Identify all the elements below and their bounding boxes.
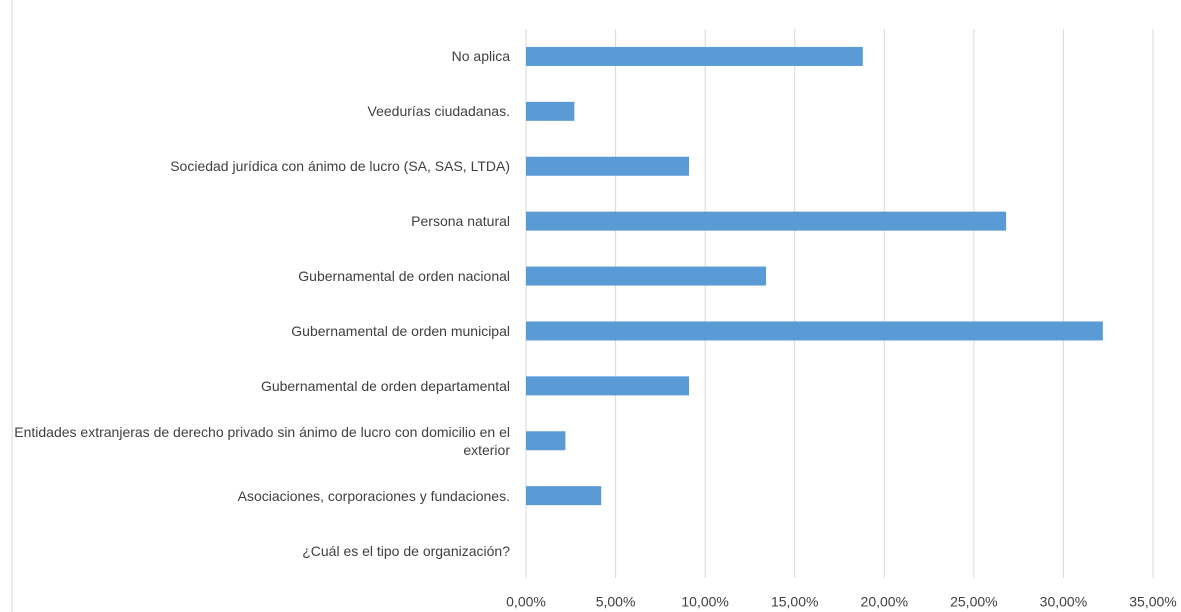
- y-tick-label: Veedurías ciudadanas.: [367, 103, 510, 120]
- y-tick-label: Gubernamental de orden municipal: [291, 322, 510, 339]
- x-tick-label: 10,00%: [681, 594, 728, 610]
- y-tick-label: Gubernamental de orden departamental: [260, 377, 510, 394]
- bar: [526, 321, 1103, 341]
- bar: [526, 211, 1007, 231]
- bar: [526, 101, 575, 121]
- x-tick-label: 0,00%: [506, 594, 546, 610]
- y-tick-label: Sociedad jurídica con ánimo de lucro (SA…: [170, 158, 510, 175]
- y-tick-label: Entidades extranjeras de derecho privado…: [14, 423, 510, 458]
- bar: [526, 376, 690, 396]
- x-tick-label: 25,00%: [950, 594, 997, 610]
- y-tick-label: Persona natural: [411, 213, 510, 230]
- y-tick-label: ¿Cuál es el tipo de organización?: [302, 542, 510, 559]
- y-tick-label: Gubernamental de orden nacional: [298, 268, 510, 285]
- bar: [526, 266, 767, 286]
- bar: [526, 431, 566, 451]
- x-tick-label: 30,00%: [1040, 594, 1087, 610]
- x-tick-label: 20,00%: [861, 594, 908, 610]
- x-tick-label: 15,00%: [771, 594, 818, 610]
- x-tick-label: 5,00%: [596, 594, 636, 610]
- bar: [526, 46, 863, 66]
- y-tick-label: No aplica: [451, 48, 510, 65]
- x-tick-label: 35,00%: [1129, 594, 1176, 610]
- y-tick-label: Asociaciones, corporaciones y fundacione…: [237, 487, 510, 504]
- bar: [526, 486, 602, 506]
- bar: [526, 156, 690, 176]
